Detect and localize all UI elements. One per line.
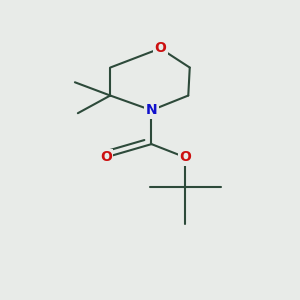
Text: N: N bbox=[146, 103, 157, 117]
Text: O: O bbox=[100, 150, 112, 164]
Text: O: O bbox=[154, 41, 166, 56]
Text: O: O bbox=[179, 150, 191, 164]
